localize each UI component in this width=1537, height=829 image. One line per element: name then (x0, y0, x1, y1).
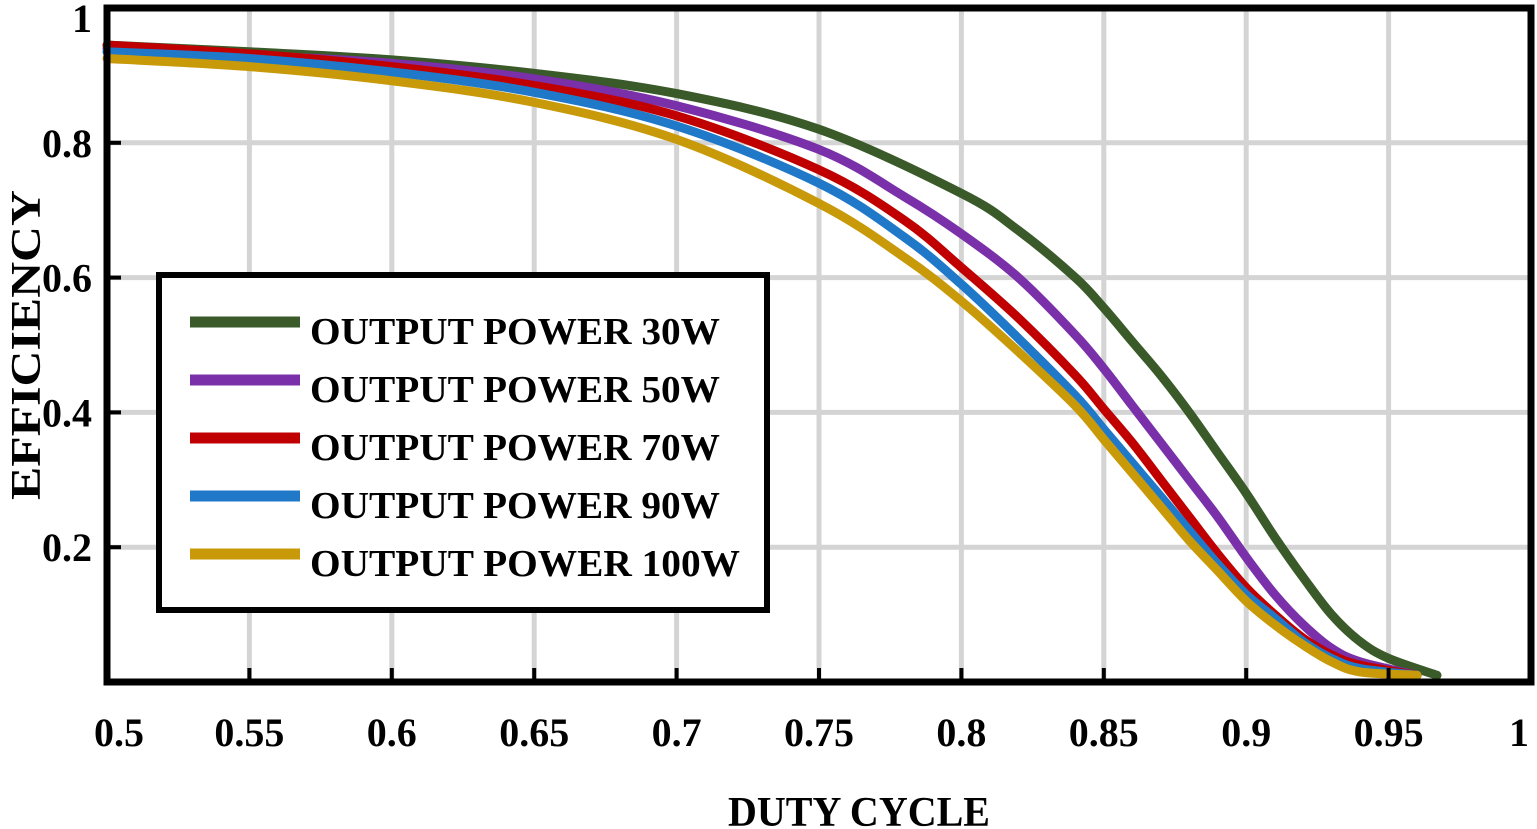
legend-entry-4: OUTPUT POWER 90W (310, 485, 720, 527)
legend-entry-3: OUTPUT POWER 70W (310, 427, 720, 469)
y-tick-label: 0.6 (42, 256, 92, 301)
x-axis-label: DUTY CYCLE (728, 790, 990, 829)
x-tick-label: 0.7 (652, 710, 702, 755)
legend-entry-2: OUTPUT POWER 50W (310, 369, 720, 411)
legend-entry-5: OUTPUT POWER 100W (310, 543, 740, 585)
y-axis-label: EFFICIENCY (4, 190, 50, 500)
series-line-4 (102, 47, 1422, 680)
legend-entry-1: OUTPUT POWER 30W (310, 311, 720, 353)
x-tick-label: 0.75 (784, 710, 854, 755)
x-tick-label: 0.65 (499, 710, 569, 755)
x-tick-label: 0.95 (1354, 710, 1424, 755)
x-tick-label: 0.8 (936, 710, 986, 755)
x-tick-label: 0.6 (367, 710, 417, 755)
series-line-5 (102, 54, 1422, 680)
y-tick-label: 0.2 (42, 525, 92, 570)
x-tick-label: 1 (1509, 710, 1529, 755)
y-tick-label: 1 (72, 0, 92, 41)
y-tick-label: 0.8 (42, 121, 92, 166)
series-line-2 (102, 43, 1422, 680)
y-tick-label: 0.4 (42, 390, 92, 435)
x-tick-label: 0.5 (94, 710, 144, 755)
series-lines (102, 40, 1442, 680)
series-line-1 (102, 40, 1442, 680)
x-tick-label: 0.85 (1069, 710, 1139, 755)
axis-ticks: 0.5 0.55 0.6 0.65 0.7 0.75 0.8 0.85 0.9 0.95 1 0.2 0… (42, 0, 1533, 755)
legend: OUTPUT POWER 30W OUTPUT POWER 50W OUTPUT P… (156, 272, 770, 613)
x-tick-label: 0.55 (214, 710, 284, 755)
x-tick-label: 0.9 (1221, 710, 1271, 755)
